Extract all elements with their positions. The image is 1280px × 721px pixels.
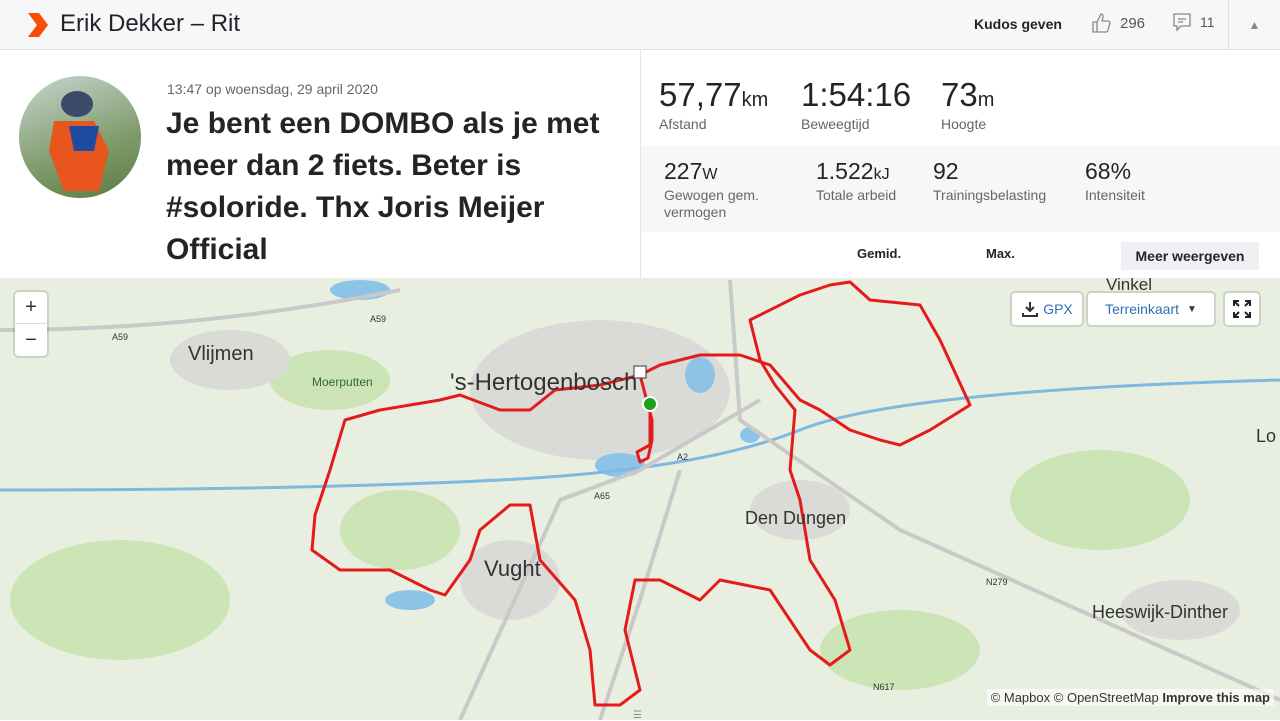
stat-training-load: 92 Trainingsbelasting [933, 158, 1046, 204]
stat-label: Beweegtijd [801, 116, 870, 132]
route-line [310, 280, 972, 707]
comment-count: 11 [1200, 14, 1215, 30]
stat-unit: W [702, 166, 718, 183]
place-label: Heeswijk-Dinther [1092, 602, 1228, 622]
stat-unit: km [741, 89, 769, 111]
stat-elevation: 73m Hoogte [941, 76, 994, 133]
osm-link[interactable]: © OpenStreetMap [1053, 690, 1159, 705]
stat-value: 92 [933, 158, 959, 184]
download-icon [1022, 302, 1039, 317]
start-marker [642, 396, 658, 412]
stat-label: Afstand [659, 116, 707, 132]
kudos-count-button[interactable]: 296 [1090, 12, 1145, 34]
place-label: Den Dungen [745, 508, 846, 528]
thumbs-up-icon [1092, 13, 1111, 33]
stat-moving-time: 1:54:16 Beweegtijd [801, 76, 911, 133]
map-canvas: Vlijmen Moerputten 's-Hertogenbosch Vugh… [0, 278, 1280, 720]
finish-flag-icon [633, 365, 647, 379]
map-attribution: © Mapbox © OpenStreetMap Improve this ma… [986, 689, 1274, 706]
road-shield: N617 [873, 682, 895, 692]
improve-map-link[interactable]: Improve this map [1162, 690, 1270, 705]
comment-icon [1173, 13, 1191, 32]
road-shield: A2 [677, 452, 688, 462]
map-style-dropdown[interactable]: Terreinkaart ▼ [1088, 293, 1214, 325]
stat-distance: 57,77km Afstand [659, 76, 768, 133]
page-title: Erik Dekker – Rit [60, 10, 241, 37]
download-gpx-button[interactable]: GPX [1012, 293, 1082, 325]
stat-unit: m [977, 89, 995, 111]
stat-value: 1.522 [816, 158, 874, 184]
collapse-button[interactable]: ▲ [1228, 0, 1280, 50]
road-shield: A65 [594, 491, 610, 501]
zoom-out-button[interactable]: − [25, 328, 37, 351]
resize-handle-icon[interactable]: ☰ [633, 710, 642, 721]
stat-value: 227 [664, 158, 703, 184]
stat-intensity: 68% Intensiteit [1085, 158, 1145, 204]
comments-button[interactable]: 11 [1172, 12, 1215, 32]
strava-chevron-icon [28, 13, 48, 37]
place-label: Vught [484, 556, 541, 581]
fullscreen-button[interactable] [1225, 293, 1259, 325]
place-label: Moerputten [312, 375, 373, 389]
avatar[interactable] [19, 76, 141, 198]
stat-weighted-power: 227W Gewogen gem. vermogen [664, 158, 794, 221]
gpx-label: GPX [1043, 301, 1073, 317]
stat-value: 1:54:16 [801, 76, 912, 113]
zoom-in-button[interactable]: + [15, 292, 47, 324]
kudos-count: 296 [1120, 14, 1146, 32]
caret-up-icon: ▲ [1248, 18, 1261, 32]
column-header-avg: Gemid. [857, 246, 902, 261]
stat-total-work: 1.522kJ Totale arbeid [816, 158, 896, 204]
mapbox-link[interactable]: © Mapbox [990, 690, 1051, 705]
stat-label: Hoogte [941, 116, 987, 132]
stat-value: 73 [941, 76, 978, 113]
stat-label: Totale arbeid [816, 187, 897, 203]
stats-panel: 57,77km Afstand 1:54:16 Beweegtijd 73m Hoog… [640, 50, 1280, 278]
caret-down-icon: ▼ [1187, 303, 1197, 315]
stat-value: 68% [1085, 158, 1132, 184]
stat-label: Intensiteit [1085, 187, 1145, 203]
road-shield: A59 [112, 332, 128, 342]
top-bar: Erik Dekker – Rit Kudos geven 296 11 ▲ [0, 0, 1280, 50]
stat-unit: kJ [873, 166, 890, 183]
show-more-button[interactable]: Meer weergeven [1121, 242, 1259, 270]
zoom-control: + − [15, 292, 47, 356]
activity-date: 13:47 op woensdag, 29 april 2020 [167, 81, 378, 97]
column-header-max: Max. [986, 246, 1015, 261]
place-label: Vinkel [1106, 278, 1152, 294]
give-kudos-button[interactable]: Kudos geven [974, 16, 1062, 32]
road-shield: N279 [986, 577, 1008, 587]
map-style-label: Terreinkaart [1105, 301, 1179, 317]
stat-label: Gewogen gem. vermogen [664, 187, 759, 220]
stat-value: 57,77 [659, 76, 742, 113]
stat-label: Trainingsbelasting [933, 187, 1047, 203]
secondary-stats: 227W Gewogen gem. vermogen 1.522kJ Totale … [641, 146, 1280, 232]
expand-icon [1233, 300, 1251, 318]
place-label: 's-Hertogenbosch [450, 369, 637, 396]
road-shield: A59 [370, 314, 386, 324]
place-label: Lo [1256, 426, 1276, 446]
activity-title: Je bent een DOMBO als je met meer dan 2 … [166, 107, 600, 266]
route-map[interactable]: Vlijmen Moerputten 's-Hertogenbosch Vugh… [0, 278, 1280, 720]
place-label: Vlijmen [188, 343, 254, 365]
